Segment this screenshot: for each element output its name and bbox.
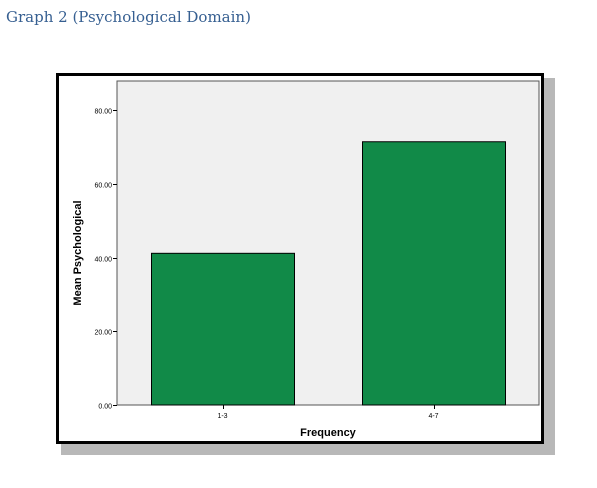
- y-tick-label: 20.00: [94, 330, 112, 337]
- y-tick-label: 80.00: [94, 109, 112, 116]
- x-tick-label: 4-7: [428, 413, 438, 420]
- plot-area-group: 0.00 20.00 40.00 60.00 80.00 1-3 4-7: [94, 80, 540, 420]
- y-tick-label: 60.00: [94, 183, 112, 190]
- graph-caption: Graph 2 (Psychological Domain): [6, 8, 251, 26]
- bar: [362, 141, 506, 406]
- y-tick-label: 0.00: [98, 404, 112, 411]
- bar-chart: 0.00 20.00 40.00 60.00 80.00 1-3 4-7 Mean Psyc…: [72, 80, 540, 439]
- y-tick-label: 40.00: [94, 257, 112, 264]
- chart-frame: 0.00 20.00 40.00 60.00 80.00 1-3 4-7 Mean Psyc…: [56, 73, 544, 444]
- x-tick-label: 1-3: [217, 413, 227, 420]
- y-axis-label: Mean Psychological: [72, 200, 84, 305]
- bar: [151, 252, 295, 406]
- x-axis-label: Frequency: [300, 427, 357, 439]
